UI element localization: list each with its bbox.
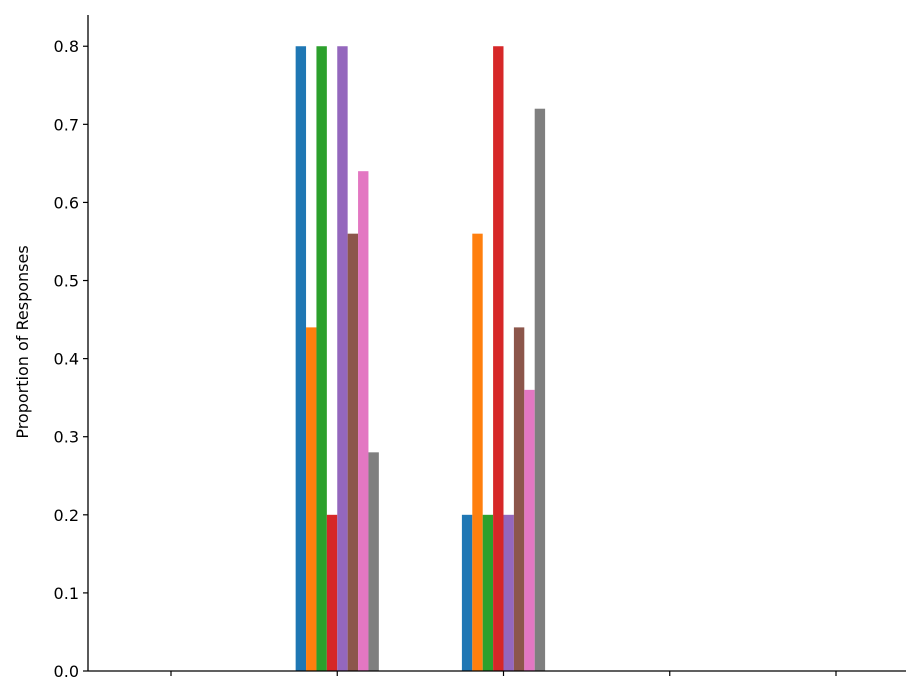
y-tick-label: 0.2 bbox=[54, 506, 79, 525]
y-axis-label: Proportion of Responses bbox=[13, 245, 32, 438]
y-tick-label: 0.0 bbox=[54, 662, 79, 677]
y-tick-label: 0.5 bbox=[54, 272, 79, 291]
bar-series-8-category-2 bbox=[368, 452, 379, 671]
bar-series-3-category-3 bbox=[482, 514, 494, 671]
bar-series-5-category-3 bbox=[503, 514, 514, 671]
y-tick-label: 0.4 bbox=[54, 350, 79, 369]
bar-series-4-category-2 bbox=[326, 514, 338, 671]
bar-series-2-category-2 bbox=[306, 327, 317, 671]
y-tick-label: 0.7 bbox=[54, 115, 79, 134]
y-axis: 0.0 0.1 0.2 0.3 0.4 0.5 0.6 0.7 0.8 bbox=[54, 15, 89, 677]
bar-series-7-category-3 bbox=[524, 389, 535, 671]
bar-series-6-category-3 bbox=[513, 327, 525, 671]
y-tick-label: 0.6 bbox=[54, 193, 79, 212]
bar-series-5-category-2 bbox=[337, 46, 348, 672]
bar-series-2-category-3 bbox=[472, 233, 483, 672]
bar-series-1-category-3 bbox=[461, 514, 473, 671]
bar-series-6-category-2 bbox=[347, 233, 359, 672]
bar-series-7-category-2 bbox=[358, 171, 369, 671]
x-axis bbox=[88, 670, 906, 676]
bars-layer bbox=[295, 46, 546, 672]
bar-series-4-category-3 bbox=[493, 46, 504, 672]
y-tick-label: 0.3 bbox=[54, 428, 79, 447]
y-tick-label: 0.8 bbox=[54, 37, 79, 56]
bar-series-3-category-2 bbox=[316, 46, 327, 672]
bar-series-8-category-3 bbox=[534, 108, 546, 671]
bar-series-1-category-2 bbox=[295, 46, 307, 672]
y-tick-label: 0.1 bbox=[54, 584, 79, 603]
